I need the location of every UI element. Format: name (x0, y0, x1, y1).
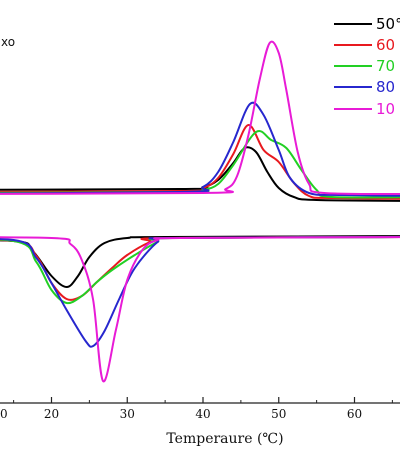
legend-label: 50° (376, 15, 400, 33)
series-100-exo-line (0, 40, 400, 196)
series-50-endo-line (0, 235, 400, 288)
series-60-endo-line (0, 236, 400, 301)
series-70-exo-line (0, 130, 400, 199)
x-tick-label-partial: 0 (0, 407, 8, 421)
x-tick-label: 20 (44, 407, 59, 421)
x-tick-label: 40 (195, 407, 210, 421)
x-ticks: 20 30 40 50 60 0 (0, 397, 393, 421)
legend-label: 10 (376, 100, 395, 118)
series-100-endo-line (0, 236, 400, 383)
x-axis-title: Temperaure (℃) (166, 431, 283, 447)
x-tick-label: 60 (347, 407, 362, 421)
x-tick-label: 50 (271, 407, 286, 421)
legend-label: 80 (376, 78, 395, 96)
legend-label: 70 (376, 57, 395, 75)
series-80-exo-line (0, 101, 400, 197)
series-80-endo-line (0, 236, 400, 348)
exo-annotation: xo (1, 35, 15, 49)
legend: 50° 60 70 80 10 (334, 15, 400, 118)
legend-label: 60 (376, 36, 395, 54)
series-layer (0, 40, 400, 383)
x-tick-label: 30 (120, 407, 135, 421)
